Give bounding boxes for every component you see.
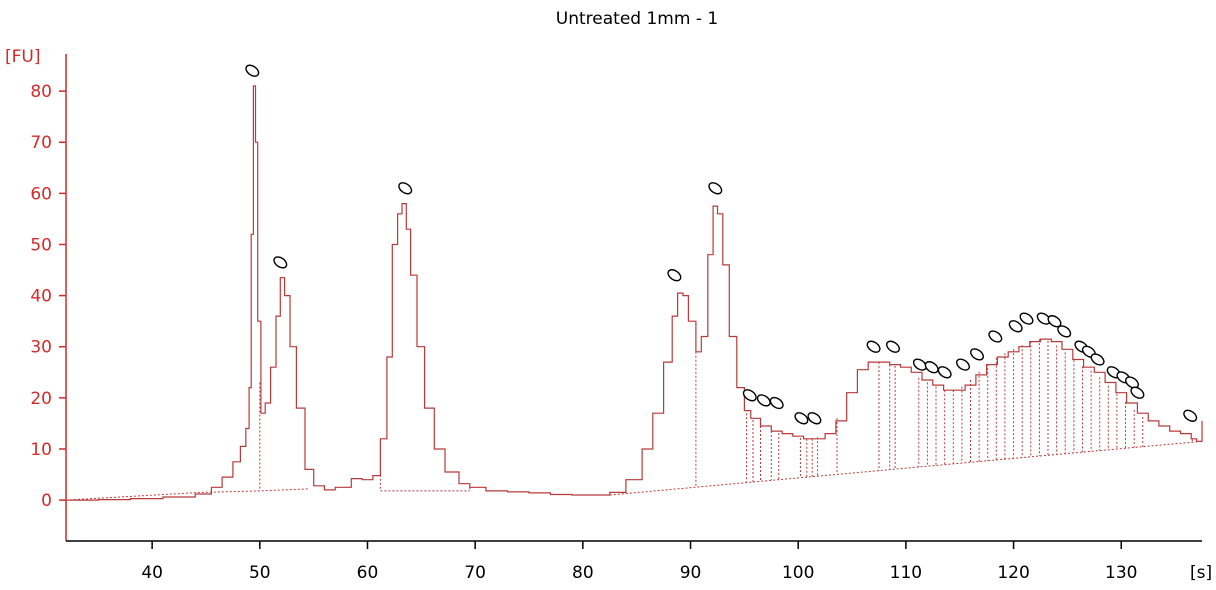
x-tick-label: 110: [890, 563, 922, 583]
baseline-group: [65, 440, 1203, 501]
x-tick-label: 120: [997, 563, 1029, 583]
peak-marker: [1008, 320, 1023, 333]
baseline-segment: [65, 488, 309, 501]
peak-marker: [1047, 315, 1062, 328]
peak-marker: [866, 340, 881, 353]
y-tick-label: 40: [30, 287, 52, 307]
peak-marker: [937, 366, 952, 379]
peak-marker: [1130, 386, 1145, 399]
x-axis-label: [s]: [1190, 563, 1212, 583]
y-tick-label: 20: [30, 389, 52, 409]
x-tick-label: 90: [680, 563, 702, 583]
y-tick-label: 80: [30, 82, 52, 102]
series-line: [66, 85, 1203, 501]
y-tick-label: 70: [30, 133, 52, 153]
x-tick-label: 130: [1105, 563, 1137, 583]
peak-marker: [794, 412, 809, 425]
y-tick-label: 50: [30, 235, 52, 255]
peak-marker: [756, 394, 771, 407]
x-tick-label: 50: [249, 563, 271, 583]
peak-marker: [886, 340, 900, 353]
peak-marker: [912, 358, 927, 371]
peak-marker: [273, 256, 288, 269]
peak-marker: [1090, 353, 1105, 366]
x-tick-label: 80: [572, 563, 594, 583]
trace-group: [66, 85, 1203, 501]
peak-marker: [245, 64, 260, 77]
chart-title: Untreated 1mm - 1: [556, 9, 718, 29]
peak-marker: [769, 396, 784, 410]
y-axis-label: [FU]: [5, 47, 41, 67]
peak-marker: [1057, 325, 1072, 338]
peak-boundary-group: [259, 339, 1198, 491]
peak-marker: [708, 182, 723, 195]
y-tick-label: 60: [30, 184, 52, 204]
x-tick-label: 100: [782, 563, 814, 583]
peak-marker: [988, 330, 1003, 343]
y-tick-label: 0: [41, 491, 52, 511]
x-tick-label: 60: [357, 563, 379, 583]
peak-marker: [398, 182, 413, 195]
y-tick-label: 10: [30, 440, 52, 460]
y-tick-label: 30: [30, 338, 52, 358]
x-tick-label: 40: [141, 563, 163, 583]
peak-marker: [1183, 409, 1198, 422]
peak-marker: [807, 412, 822, 425]
peak-marker-group: [245, 64, 1198, 425]
baseline-segment: [609, 440, 1203, 496]
peak-marker: [970, 348, 984, 361]
axes-group: 0 10 20 30 40 50 60 70 80 40 50 60 70 80 90 100 110 120 13…: [30, 54, 1202, 583]
peak-marker: [1019, 312, 1034, 325]
peak-marker: [956, 358, 970, 371]
peak-marker: [924, 361, 939, 374]
peak-marker: [1125, 376, 1139, 389]
x-tick-label: 70: [464, 563, 486, 583]
peak-marker: [667, 269, 682, 282]
peak-marker: [742, 389, 757, 402]
